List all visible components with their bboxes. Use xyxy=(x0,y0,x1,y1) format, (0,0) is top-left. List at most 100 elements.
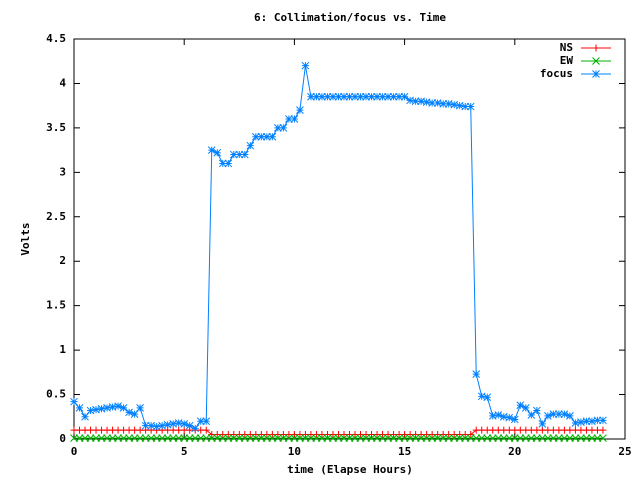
data-point xyxy=(477,392,486,401)
data-point xyxy=(362,434,370,442)
data-point xyxy=(196,417,205,426)
data-point xyxy=(362,92,370,101)
data-point xyxy=(345,92,354,101)
data-point xyxy=(152,434,161,442)
data-point xyxy=(301,61,310,70)
data-point xyxy=(323,434,332,442)
data-point xyxy=(488,412,497,420)
data-point xyxy=(577,434,585,442)
data-point xyxy=(202,417,211,426)
data-point xyxy=(549,410,558,418)
data-point xyxy=(257,434,266,442)
data-point xyxy=(488,434,497,442)
data-point xyxy=(180,434,189,442)
data-point xyxy=(86,434,95,442)
data-point xyxy=(466,434,475,442)
data-point xyxy=(202,426,210,434)
data-point xyxy=(307,92,315,101)
data-point xyxy=(384,92,392,101)
legend-marker xyxy=(592,57,600,65)
data-point xyxy=(240,434,249,442)
data-point xyxy=(97,434,106,442)
data-point xyxy=(549,434,558,442)
data-point xyxy=(571,419,580,427)
data-point xyxy=(555,410,563,418)
data-point xyxy=(411,434,420,442)
x-tick-label: 25 xyxy=(618,445,631,458)
x-axis-label: time (Elapse Hours) xyxy=(287,463,413,476)
data-point xyxy=(588,434,596,442)
data-point xyxy=(119,404,128,412)
data-point xyxy=(588,417,596,426)
data-point xyxy=(582,434,591,442)
data-point xyxy=(268,434,277,442)
data-point xyxy=(417,434,425,442)
x-tick-label: 5 xyxy=(181,445,188,458)
data-point xyxy=(114,402,122,410)
data-point xyxy=(262,434,271,442)
data-point xyxy=(152,422,161,431)
data-point xyxy=(108,434,117,442)
data-point xyxy=(461,102,470,111)
data-point xyxy=(477,434,486,442)
data-point xyxy=(268,132,277,141)
data-point xyxy=(92,434,100,442)
legend-label: focus xyxy=(540,67,573,80)
data-point xyxy=(136,404,144,412)
data-point xyxy=(262,132,271,141)
data-point xyxy=(566,412,574,420)
data-point xyxy=(582,417,591,426)
data-point xyxy=(274,434,282,442)
data-point xyxy=(141,434,150,442)
data-point xyxy=(202,434,211,442)
data-point xyxy=(108,403,117,411)
data-point xyxy=(593,416,602,425)
data-point xyxy=(499,434,508,442)
data-point xyxy=(384,434,392,442)
data-point xyxy=(185,421,194,430)
data-point xyxy=(92,405,100,414)
data-point xyxy=(433,434,442,442)
y-tick-label: 0 xyxy=(59,432,66,445)
data-point xyxy=(224,159,233,168)
data-point xyxy=(599,416,607,425)
data-point xyxy=(130,434,139,442)
x-tick-label: 20 xyxy=(508,445,521,458)
data-point xyxy=(296,434,304,442)
data-point xyxy=(439,434,448,442)
data-point xyxy=(196,434,205,442)
y-axis-label: Volts xyxy=(19,222,32,255)
y-tick-label: 1.5 xyxy=(46,299,66,312)
x-tick-label: 15 xyxy=(398,445,411,458)
data-point xyxy=(158,434,167,442)
data-point xyxy=(472,370,481,378)
data-point xyxy=(318,434,326,442)
plot-frame xyxy=(73,38,626,440)
data-point xyxy=(97,404,106,413)
data-point xyxy=(538,434,547,442)
data-point xyxy=(147,434,155,442)
data-point xyxy=(312,92,321,101)
data-point xyxy=(510,434,519,442)
data-point xyxy=(439,100,448,108)
data-point xyxy=(450,434,459,442)
data-point xyxy=(180,420,189,428)
data-point xyxy=(323,92,332,101)
data-point xyxy=(274,124,282,132)
data-point xyxy=(290,434,299,442)
data-point xyxy=(444,100,453,108)
data-point xyxy=(334,92,343,101)
y-tick-label: 4 xyxy=(59,76,66,89)
data-point xyxy=(555,434,563,442)
data-point xyxy=(290,115,299,123)
data-point xyxy=(125,408,133,417)
data-point xyxy=(334,434,343,442)
data-point xyxy=(566,434,574,442)
data-point xyxy=(544,412,552,420)
data-point xyxy=(422,98,431,106)
data-point xyxy=(577,418,585,426)
data-point xyxy=(428,99,437,107)
data-point xyxy=(251,434,260,442)
data-point xyxy=(455,101,464,110)
data-point xyxy=(213,434,222,442)
